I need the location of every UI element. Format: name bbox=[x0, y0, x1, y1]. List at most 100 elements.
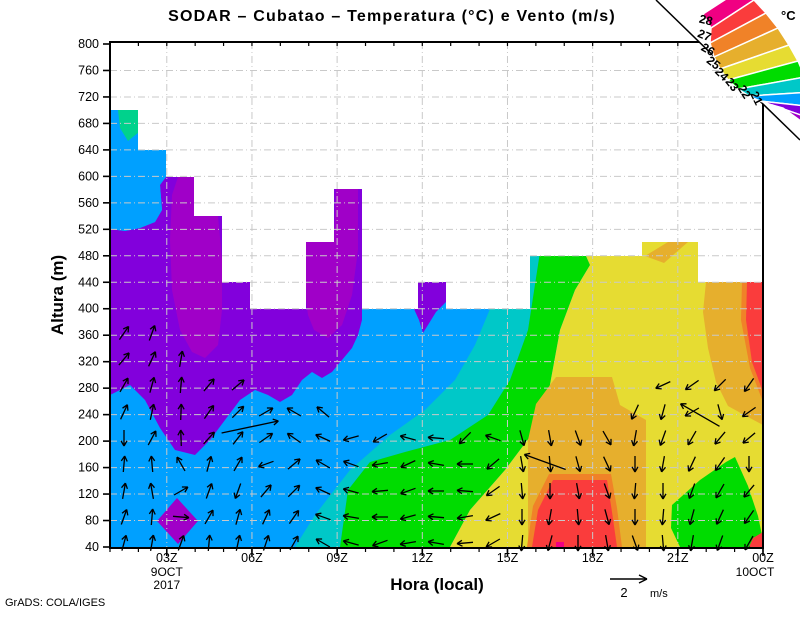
wind-arrow bbox=[519, 455, 527, 473]
y-tick-label-480: 480 bbox=[78, 249, 99, 263]
wind-arrow bbox=[233, 456, 243, 472]
wind-arrow bbox=[262, 509, 271, 525]
wind-arrow bbox=[287, 458, 301, 470]
y-axis-title: Altura (m) bbox=[48, 255, 67, 335]
wind-arrow bbox=[456, 460, 473, 468]
wind-arrow bbox=[715, 483, 725, 499]
reference-speed-unit: m/s bbox=[650, 588, 668, 600]
wind-arrow bbox=[631, 456, 639, 473]
wind-arrow bbox=[658, 404, 666, 421]
y-tick-label-440: 440 bbox=[78, 275, 99, 289]
wind-arrow bbox=[372, 433, 388, 443]
y-tick-label-800: 800 bbox=[78, 37, 99, 51]
wind-arrow bbox=[371, 461, 389, 469]
wind-arrow bbox=[741, 406, 756, 418]
wind-arrow bbox=[486, 458, 500, 470]
wind-arrow bbox=[687, 430, 697, 446]
region-blue-upper-blob bbox=[110, 110, 166, 231]
colorbar-unit-label: °C bbox=[781, 8, 796, 23]
wind-arrow bbox=[120, 455, 128, 473]
wind-arrow bbox=[315, 433, 331, 442]
reference-arrow-head bbox=[638, 574, 648, 584]
wind-vectors bbox=[118, 324, 756, 552]
region-cyan-band bbox=[295, 252, 540, 547]
wind-arrow bbox=[684, 379, 699, 391]
wind-arrow bbox=[743, 510, 755, 525]
wind-arrow bbox=[523, 452, 566, 471]
tick-labels: 800 760 720 680 640 600 560 520 480 440 400 360 320 2… bbox=[78, 37, 775, 592]
x-tick-label-09Z: 09Z bbox=[326, 551, 348, 565]
wind-arrow bbox=[715, 509, 724, 525]
wind-arrow bbox=[684, 407, 700, 417]
x-year-label: 2017 bbox=[153, 578, 180, 592]
wind-arrow bbox=[315, 459, 331, 469]
y-tick-label-520: 520 bbox=[78, 222, 99, 236]
wind-arrow bbox=[258, 407, 274, 417]
wind-arrow bbox=[519, 430, 527, 447]
y-tick-label-240: 240 bbox=[78, 408, 99, 422]
x-tick-label-15Z: 15Z bbox=[497, 551, 519, 565]
temperature-filled-contours bbox=[110, 110, 763, 547]
region-red-corner bbox=[749, 532, 763, 547]
wind-arrow bbox=[456, 539, 474, 547]
wind-arrow bbox=[147, 430, 157, 446]
wind-arrow bbox=[203, 431, 216, 445]
plot-border bbox=[109, 41, 764, 549]
region-magenta-patch-b bbox=[306, 189, 358, 338]
wind-arrow bbox=[288, 509, 300, 524]
wind-arrow bbox=[120, 430, 128, 447]
fan-label-27: 27 bbox=[696, 26, 714, 44]
fan-wedge bbox=[771, 104, 800, 122]
region-magenta-patch-a bbox=[170, 177, 222, 358]
wind-arrow bbox=[177, 376, 185, 394]
wind-arrow bbox=[485, 485, 500, 497]
wind-arrow bbox=[456, 514, 474, 522]
wind-arrow bbox=[658, 430, 667, 447]
wind-arrow bbox=[371, 539, 388, 548]
wind-arrow bbox=[235, 508, 243, 525]
wind-arrow bbox=[221, 418, 279, 434]
wind-arrow bbox=[604, 509, 612, 526]
wind-arrow bbox=[232, 431, 244, 445]
fan-wedge bbox=[735, 77, 800, 97]
fan-label-21: 21 bbox=[747, 89, 766, 108]
x-tick-label-21Z: 21Z bbox=[667, 551, 689, 565]
wind-arrow bbox=[314, 512, 331, 521]
wind-arrow bbox=[149, 403, 157, 420]
wind-arrow bbox=[546, 483, 554, 500]
y-tick-label-360: 360 bbox=[78, 328, 99, 342]
y-tick-label-760: 760 bbox=[78, 63, 99, 77]
fan-wedge bbox=[759, 100, 800, 116]
x-tick-label-18Z: 18Z bbox=[582, 551, 604, 565]
wind-arrow bbox=[742, 432, 756, 444]
wind-arrow bbox=[177, 403, 185, 421]
y-tick-label-80: 80 bbox=[85, 514, 99, 528]
wind-arrow bbox=[287, 484, 301, 498]
fan-wedge bbox=[701, 0, 756, 30]
wind-arrow bbox=[743, 378, 755, 393]
wind-arrow bbox=[427, 434, 445, 442]
wind-arrow bbox=[630, 404, 639, 420]
region-red-evening-blob bbox=[532, 480, 617, 547]
wind-arrow bbox=[603, 483, 612, 500]
wind-arrow bbox=[206, 455, 214, 472]
wind-arrow bbox=[687, 483, 696, 500]
wind-arrow bbox=[176, 456, 186, 472]
wind-arrow bbox=[575, 456, 583, 473]
y-tick-label-600: 600 bbox=[78, 169, 99, 183]
x-tick-label-06Z: 06Z bbox=[241, 551, 263, 565]
wind-arrow bbox=[119, 377, 129, 393]
wind-arrow bbox=[203, 378, 215, 392]
wind-arrow bbox=[655, 381, 671, 390]
y-tick-label-320: 320 bbox=[78, 355, 99, 369]
wind-arrow bbox=[575, 482, 583, 500]
y-tick-label-120: 120 bbox=[78, 487, 99, 501]
wind-arrow bbox=[659, 483, 667, 500]
wind-arrow bbox=[602, 430, 612, 446]
fan-wedge bbox=[726, 60, 800, 90]
wind-arrow bbox=[342, 486, 359, 494]
wind-arrow bbox=[118, 352, 130, 366]
y-tick-label-720: 720 bbox=[78, 90, 99, 104]
wind-arrow bbox=[545, 508, 553, 526]
